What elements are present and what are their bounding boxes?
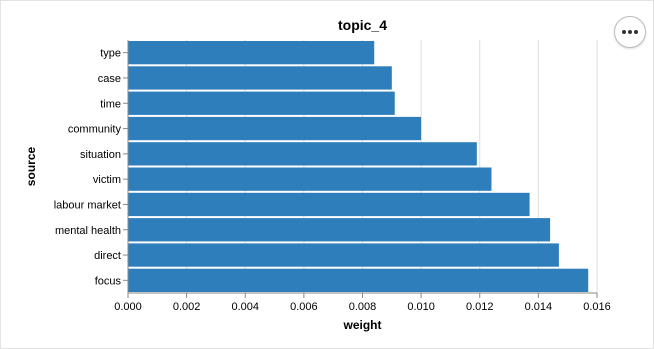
- x-tick-label: 0.010: [407, 301, 435, 313]
- y-tick-label: mental health: [55, 225, 121, 237]
- bar[interactable]: [128, 41, 375, 65]
- x-tick-label: 0.004: [231, 301, 259, 313]
- ellipsis-icon: [628, 30, 632, 34]
- bar[interactable]: [128, 116, 422, 141]
- x-axis-title: weight: [343, 318, 382, 332]
- y-tick-label: time: [100, 98, 121, 110]
- chart-actions-button[interactable]: [614, 16, 646, 48]
- ellipsis-icon: [622, 30, 626, 34]
- y-axis-title: source: [24, 147, 38, 187]
- ellipsis-icon: [634, 30, 638, 34]
- bar[interactable]: [128, 192, 530, 217]
- bar[interactable]: [128, 142, 477, 166]
- bar[interactable]: [128, 66, 392, 90]
- bar[interactable]: [128, 268, 589, 292]
- y-tick-label: direct: [94, 250, 121, 262]
- axes: type case time community situation victim labo…: [54, 40, 611, 313]
- x-tick-label: 0.014: [525, 301, 553, 313]
- y-tick-label: community: [68, 124, 122, 136]
- x-tick-label: 0.002: [173, 301, 201, 313]
- bar[interactable]: [128, 91, 395, 115]
- y-tick-label: type: [100, 48, 121, 60]
- x-tick-label: 0.000: [114, 301, 142, 313]
- x-tick-label: 0.006: [290, 301, 318, 313]
- y-tick-label: focus: [95, 275, 122, 287]
- x-tick-label: 0.012: [466, 301, 494, 313]
- chart-title: topic_4: [338, 17, 387, 33]
- bar[interactable]: [128, 243, 559, 267]
- y-tick-label: labour market: [54, 199, 121, 211]
- bar[interactable]: [128, 218, 551, 242]
- y-tick-label: case: [98, 73, 121, 85]
- bars: [128, 41, 589, 292]
- x-tick-label: 0.008: [349, 301, 377, 313]
- x-tick-label: 0.016: [583, 301, 611, 313]
- bar[interactable]: [128, 167, 492, 191]
- y-tick-label: situation: [80, 149, 121, 161]
- y-tick-label: victim: [93, 174, 121, 186]
